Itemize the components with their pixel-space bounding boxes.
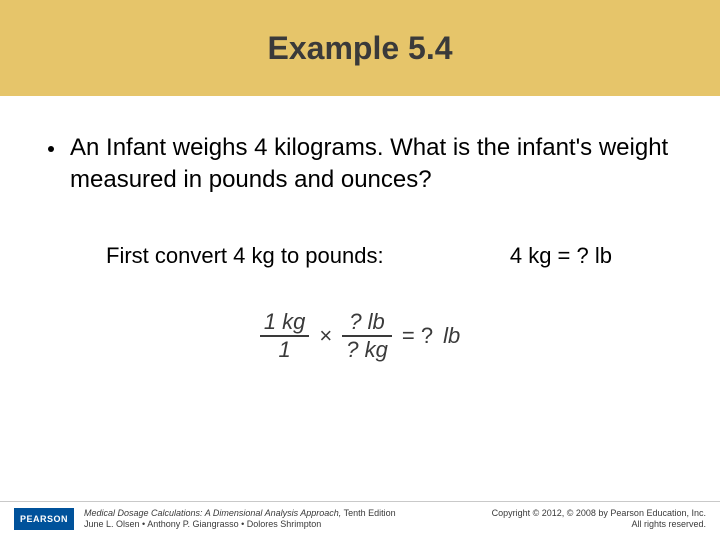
equals-operator: = ? [402,323,433,349]
footer-copyright: Copyright © 2012, © 2008 by Pearson Educ… [492,508,706,531]
frac2-numerator: ? lb [345,309,388,335]
convert-label: First convert 4 kg to pounds: [106,243,384,269]
equation-wrap: 1 kg 1 × ? lb ? kg = ? lb [48,309,672,363]
pearson-logo: PEARSON [14,508,74,530]
footer-edition: Tenth Edition [341,508,395,518]
footer-citation: Medical Dosage Calculations: A Dimension… [84,508,396,531]
footer-authors: June L. Olsen • Anthony P. Giangrasso • … [84,519,396,530]
fraction-2: ? lb ? kg [342,309,392,363]
bullet-dot-icon [48,146,54,152]
fraction-1: 1 kg 1 [260,309,310,363]
slide-title: Example 5.4 [268,30,453,67]
bullet-item: An Infant weighs 4 kilograms. What is th… [48,132,672,197]
frac2-denominator: ? kg [342,337,392,363]
footer-copyright-line2: All rights reserved. [492,519,706,530]
content-area: An Infant weighs 4 kilograms. What is th… [0,96,720,363]
times-operator: × [319,323,332,349]
footer-divider [0,501,720,502]
footer-copyright-line1: Copyright © 2012, © 2008 by Pearson Educ… [492,508,706,519]
conversion-row: First convert 4 kg to pounds: 4 kg = ? l… [48,243,672,269]
footer-row: PEARSON Medical Dosage Calculations: A D… [0,508,720,531]
frac1-numerator: 1 kg [260,309,310,335]
convert-rhs: 4 kg = ? lb [510,243,612,269]
bullet-text: An Infant weighs 4 kilograms. What is th… [70,132,672,197]
footer: PEARSON Medical Dosage Calculations: A D… [0,501,720,531]
frac1-denominator: 1 [274,337,294,363]
footer-book-line: Medical Dosage Calculations: A Dimension… [84,508,396,519]
equation: 1 kg 1 × ? lb ? kg = ? lb [260,309,460,363]
title-band: Example 5.4 [0,0,720,96]
result-unit: lb [443,323,460,349]
footer-book-title: Medical Dosage Calculations: A Dimension… [84,508,341,518]
